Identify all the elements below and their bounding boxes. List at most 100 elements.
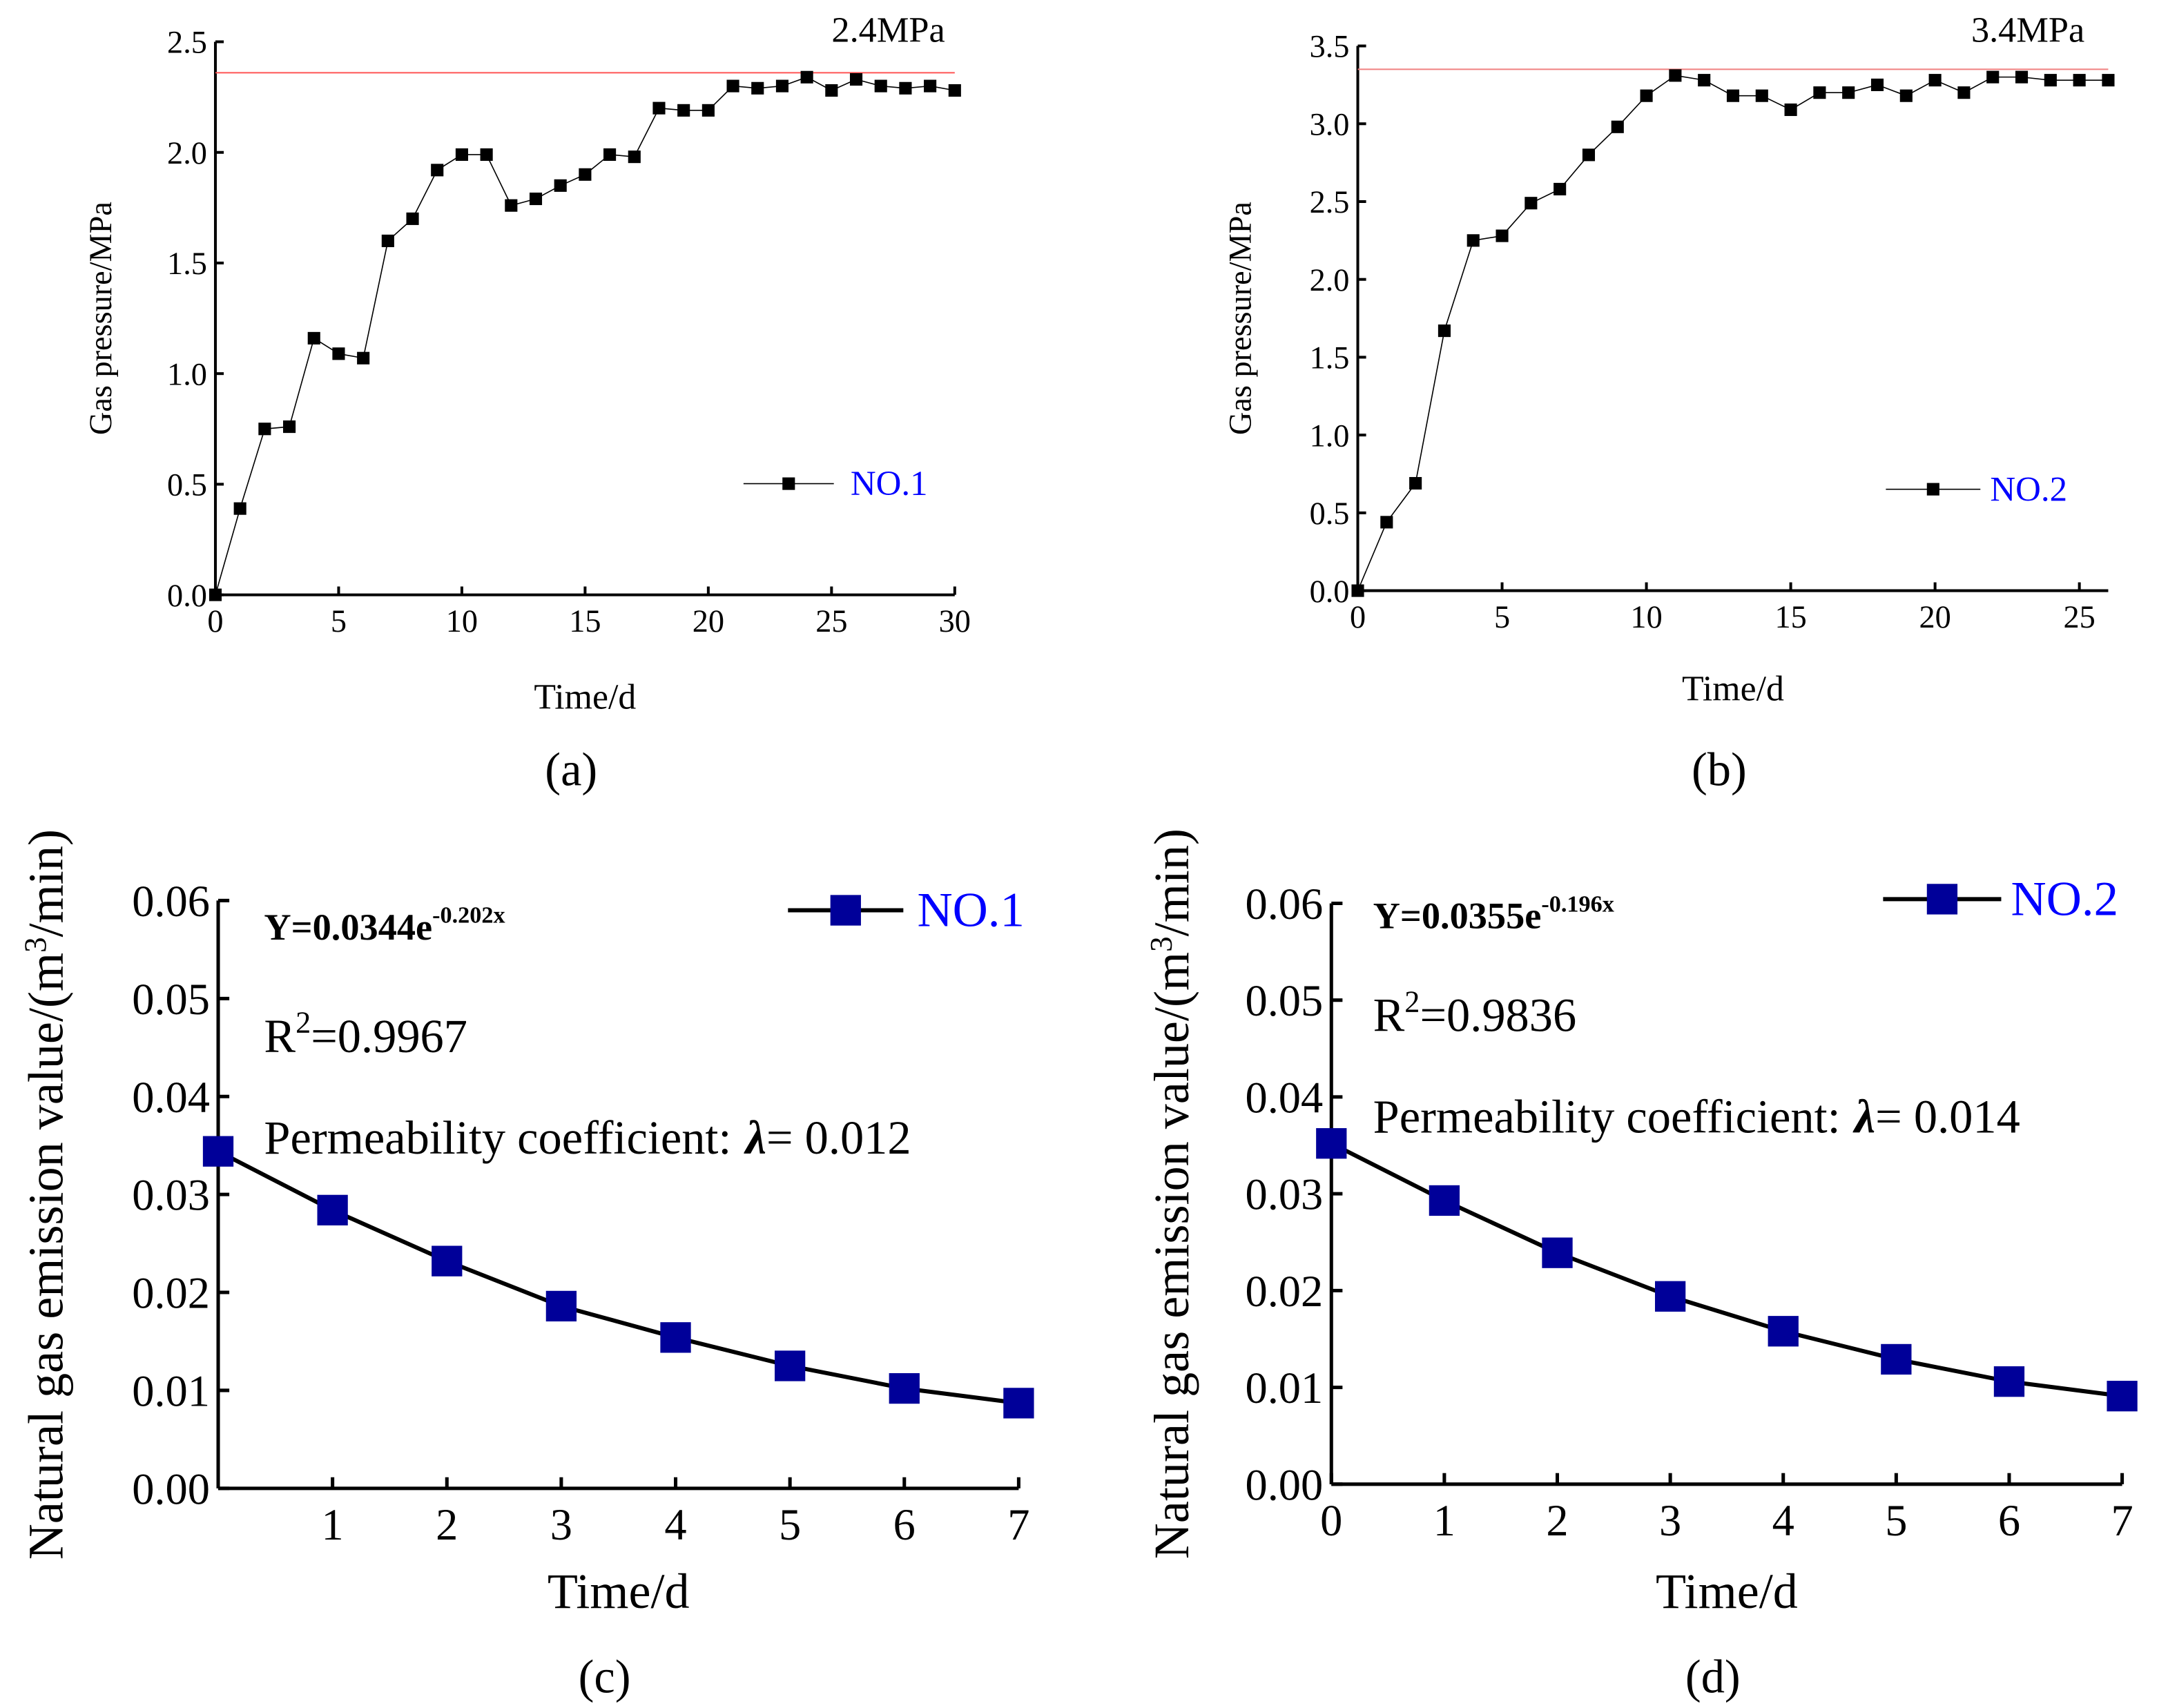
data-point	[2044, 74, 2057, 87]
panel-label: (c)	[579, 1651, 631, 1703]
legend-marker	[1926, 884, 1958, 915]
series-line	[217, 1149, 1019, 1406]
x-tick-label: 0	[207, 604, 223, 639]
x-tick-label: 2	[436, 1500, 458, 1549]
x-tick-label: 6	[893, 1500, 916, 1549]
data-point	[775, 1350, 806, 1381]
data-point	[480, 148, 493, 161]
series-line	[1330, 1141, 2122, 1399]
data-point	[1842, 86, 1855, 99]
data-point	[1429, 1185, 1460, 1216]
y-tick-label: 3.0	[1310, 107, 1350, 142]
data-point	[1640, 89, 1653, 102]
data-point	[849, 72, 863, 86]
data-point	[283, 420, 296, 434]
legend: NO.1	[743, 465, 928, 503]
x-tick-label: 3	[1659, 1496, 1681, 1545]
legend: NO.1	[788, 884, 1025, 938]
x-tick-label: 5	[331, 604, 347, 639]
x-tick-label: 20	[1919, 600, 1951, 635]
y-tick-label: 0.02	[132, 1269, 210, 1318]
data-point	[2107, 1381, 2138, 1412]
data-point	[1768, 1316, 1799, 1347]
data-point	[1611, 120, 1624, 133]
y-tick-label: 2.5	[167, 26, 207, 61]
x-tick-label: 5	[1494, 600, 1510, 635]
data-point	[899, 81, 912, 95]
y-tick-label: 2.0	[167, 136, 207, 171]
chart-d: 0.00 0.01 0.02 0.03 0.04 0.05 0.06 0 1 2 3 4 5 6 7 Time…	[1144, 828, 2138, 1703]
data-point	[1698, 74, 1711, 87]
data-point	[1669, 69, 1682, 82]
data-point	[1870, 78, 1884, 91]
panel-label: (a)	[545, 743, 597, 795]
y-tick-label: 0.06	[1245, 880, 1323, 929]
y-axis-label: Natural gas emission value/(m3/min)	[1144, 828, 1199, 1559]
y-tick-label: 0.04	[1245, 1073, 1323, 1122]
data-point	[1542, 1237, 1573, 1268]
data-point	[202, 1136, 234, 1167]
y-tick-label: 1.5	[1310, 341, 1350, 376]
data-point	[332, 347, 345, 360]
r-squared-value: =0.9836	[1420, 989, 1576, 1042]
y-tick-label: 0.0	[167, 579, 207, 614]
permeability-value: = 0.012	[766, 1112, 911, 1164]
series-line	[215, 76, 955, 595]
data-point	[2102, 74, 2115, 87]
data-point	[307, 331, 320, 344]
fit-base: Y=0.0355e	[1373, 895, 1542, 937]
fit-exponent: -0.196x	[1541, 892, 1614, 918]
data-point	[603, 148, 617, 161]
chart-b: 0.0 0.5 1.0 1.5 2.0 2.5 3.0 3.5 0 5 10 15 20 25 Time/d…	[1223, 10, 2115, 795]
y-tick-label: 0.01	[132, 1366, 210, 1415]
data-point	[660, 1322, 691, 1353]
lambda-symbol: λ	[744, 1112, 766, 1164]
x-tick-label: 30	[939, 604, 971, 639]
data-point	[726, 79, 739, 93]
data-point	[1554, 182, 1567, 196]
y-axis-label: Natural gas emission value/(m3/min)	[18, 829, 73, 1560]
x-tick-label: 6	[1998, 1496, 2020, 1545]
permeability-coefficient: Permeability coefficient: λ= 0.014	[1373, 1091, 2020, 1143]
x-axis-label: Time/d	[534, 678, 636, 717]
y-tick-label: 3.5	[1310, 30, 1350, 65]
data-point	[381, 234, 394, 247]
data-point	[505, 199, 518, 212]
permeability-label: Permeability coefficient:	[264, 1112, 731, 1164]
x-tick-label: 2	[1546, 1496, 1568, 1545]
y-tick-label: 0.5	[167, 468, 207, 503]
data-point	[1654, 1281, 1686, 1312]
r-squared-r: R	[1373, 989, 1405, 1042]
x-tick-label: 20	[693, 604, 724, 639]
data-point	[1582, 148, 1596, 162]
x-tick-label: 7	[2111, 1496, 2133, 1545]
legend-label: NO.2	[1990, 470, 2067, 509]
y-tick-label: 1.0	[167, 357, 207, 392]
data-point	[677, 104, 690, 117]
y-tick-label: 0.00	[1245, 1460, 1323, 1509]
data-point	[800, 70, 813, 84]
reference-label: 3.4MPa	[1971, 10, 2084, 50]
x-tick-label: 10	[1630, 600, 1662, 635]
data-point	[1755, 89, 1768, 102]
data-point	[579, 168, 592, 181]
y-tick-label: 0.02	[1245, 1267, 1323, 1316]
permeability-value: = 0.014	[1875, 1091, 2020, 1143]
y-tick-label: 0.06	[132, 877, 210, 926]
y-tick-label: 0.01	[1245, 1364, 1323, 1413]
chart-c: 0.00 0.01 0.02 0.03 0.04 0.05 0.06 1 2 3 4 5 6 7 Time/…	[18, 829, 1034, 1703]
data-point	[357, 351, 370, 365]
permeability-coefficient: Permeability coefficient: λ= 0.012	[264, 1112, 911, 1164]
legend-label: NO.1	[851, 465, 928, 503]
y-tick-label: 2.0	[1310, 263, 1350, 298]
data-point	[1899, 89, 1913, 102]
data-point	[431, 164, 444, 177]
y-tick-label: 1.5	[167, 246, 207, 282]
data-point	[317, 1194, 348, 1225]
x-tick-label: 1	[322, 1500, 344, 1549]
data-point	[1813, 86, 1826, 99]
data-point	[1928, 74, 1942, 87]
data-point	[751, 81, 764, 95]
y-tick-label: 1.0	[1310, 418, 1350, 454]
legend-label: NO.1	[917, 884, 1024, 938]
